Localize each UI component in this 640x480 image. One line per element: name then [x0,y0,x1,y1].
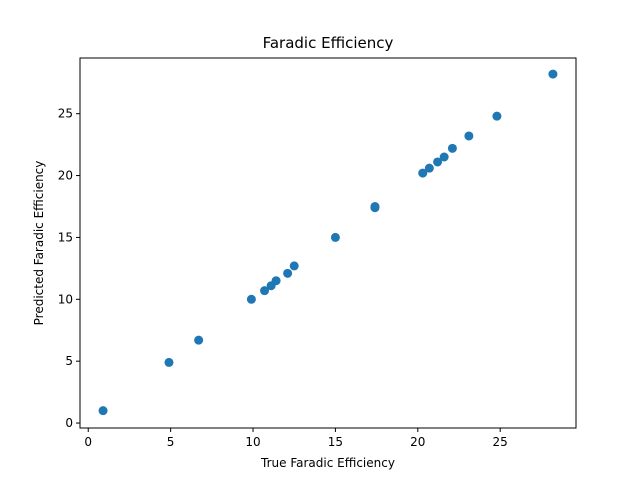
x-tick-label: 0 [84,435,92,449]
scatter-point [194,335,204,345]
scatter-point [464,131,474,141]
scatter-point [330,232,340,242]
scatter-point [260,286,270,296]
scatter-point [289,261,299,271]
x-tick-label: 10 [245,435,260,449]
scatter-point [447,143,457,153]
scatter-point [439,152,449,162]
scatter-point [98,406,108,416]
y-tick-label: 10 [58,292,73,306]
y-tick-label: 5 [65,354,73,368]
scatter-point [424,163,434,173]
x-axis-label: True Faradic Efficiency [260,456,395,470]
y-axis-ticks: 0 5 10 15 20 25 [58,107,80,430]
scatter-point [433,157,443,167]
y-axis-label: Predicted Faradic Efficiency [32,161,46,326]
scatter-point [246,294,256,304]
scatter-point [271,276,281,286]
y-tick-label: 0 [65,416,73,430]
x-tick-label: 25 [493,435,508,449]
x-tick-label: 15 [328,435,343,449]
data-points [98,69,558,416]
scatter-point [418,168,428,178]
scatter-point [492,111,502,121]
y-tick-label: 25 [58,107,73,121]
chart-title: Faradic Efficiency [263,34,394,52]
scatter-point [548,69,558,79]
x-tick-label: 5 [167,435,175,449]
scatter-point [283,268,293,278]
scatter-point [164,357,174,367]
x-tick-label: 20 [410,435,425,449]
y-tick-label: 20 [58,169,73,183]
axes-frame [79,57,577,429]
y-tick-label: 15 [58,230,73,244]
scatter-point [370,201,380,211]
x-axis-ticks: 0 5 10 15 20 25 [84,428,508,449]
